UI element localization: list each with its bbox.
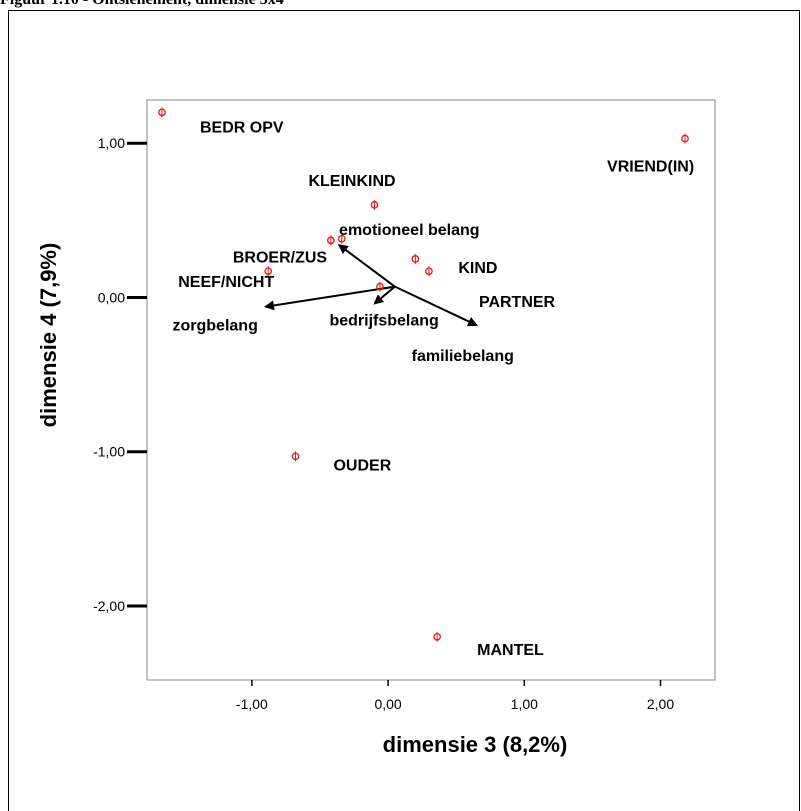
figure-caption: Figuur 1.10 - Ontslenement, dimensie 3x4 — [0, 0, 801, 9]
scatter-point: KIND — [411, 253, 497, 277]
x-tick-label: 2,00 — [647, 696, 674, 712]
point-label: PARTNER — [479, 294, 556, 311]
point-label: BROER/ZUS — [233, 249, 328, 266]
scatter-point — [337, 233, 346, 244]
vector-label: zorgbelang — [173, 318, 258, 335]
y-axis-title: dimensie 4 (7,9%) — [36, 243, 61, 428]
scatter-point — [376, 281, 384, 292]
vector-arrow — [264, 285, 396, 311]
point-label: KIND — [458, 260, 497, 277]
y-tick-label: -2,00 — [93, 598, 125, 614]
y-tick-label: 1,00 — [98, 135, 125, 151]
vector-label: emotioneel belang — [339, 222, 479, 239]
x-axis-ticks: -1,00 0,00 1,00 2,00 — [236, 680, 674, 712]
scatter-point: BEDR OPV — [158, 107, 284, 136]
point-label: OUDER — [333, 457, 391, 474]
scatter-points: BEDR OPV VRIEND(IN) KLEINKIND BROER/ZUS NEEF… — [158, 107, 694, 659]
vector-arrow — [394, 285, 478, 327]
scatter-point: KLEINKIND — [308, 173, 396, 210]
y-axis-ticks: 1,00 0,00 -1,00 -2,00 — [93, 135, 147, 614]
vector-arrows: emotioneel belang zorgbelang bedrijfsbelan… — [173, 222, 514, 365]
vector-label: bedrijfsbelang — [329, 313, 438, 330]
point-label: VRIEND(IN) — [607, 159, 694, 176]
x-tick-label: 1,00 — [511, 696, 538, 712]
scatter-point: VRIEND(IN) — [607, 133, 694, 176]
x-tick-label: 0,00 — [374, 696, 401, 712]
scatter-point: PARTNER — [425, 266, 556, 311]
y-tick-label: -1,00 — [93, 444, 125, 460]
plot-area — [146, 99, 716, 681]
y-tick-label: 0,00 — [98, 289, 125, 305]
point-label: KLEINKIND — [308, 173, 395, 190]
scatter-point: MANTEL — [433, 631, 544, 659]
vector-arrow — [337, 244, 396, 288]
x-axis-title: dimensie 3 (8,2%) — [383, 732, 568, 757]
point-label: BEDR OPV — [200, 119, 284, 136]
figure-frame — [8, 10, 800, 811]
vector-arrow — [373, 285, 396, 305]
scatter-point: NEEF/NICHT — [178, 266, 274, 291]
vector-label: familiebelang — [412, 348, 514, 365]
point-label: MANTEL — [477, 642, 544, 659]
point-label: NEEF/NICHT — [178, 274, 274, 291]
scatter-point: BROER/ZUS — [233, 235, 335, 266]
scatter-point: OUDER — [291, 451, 392, 474]
x-tick-label: -1,00 — [236, 696, 268, 712]
